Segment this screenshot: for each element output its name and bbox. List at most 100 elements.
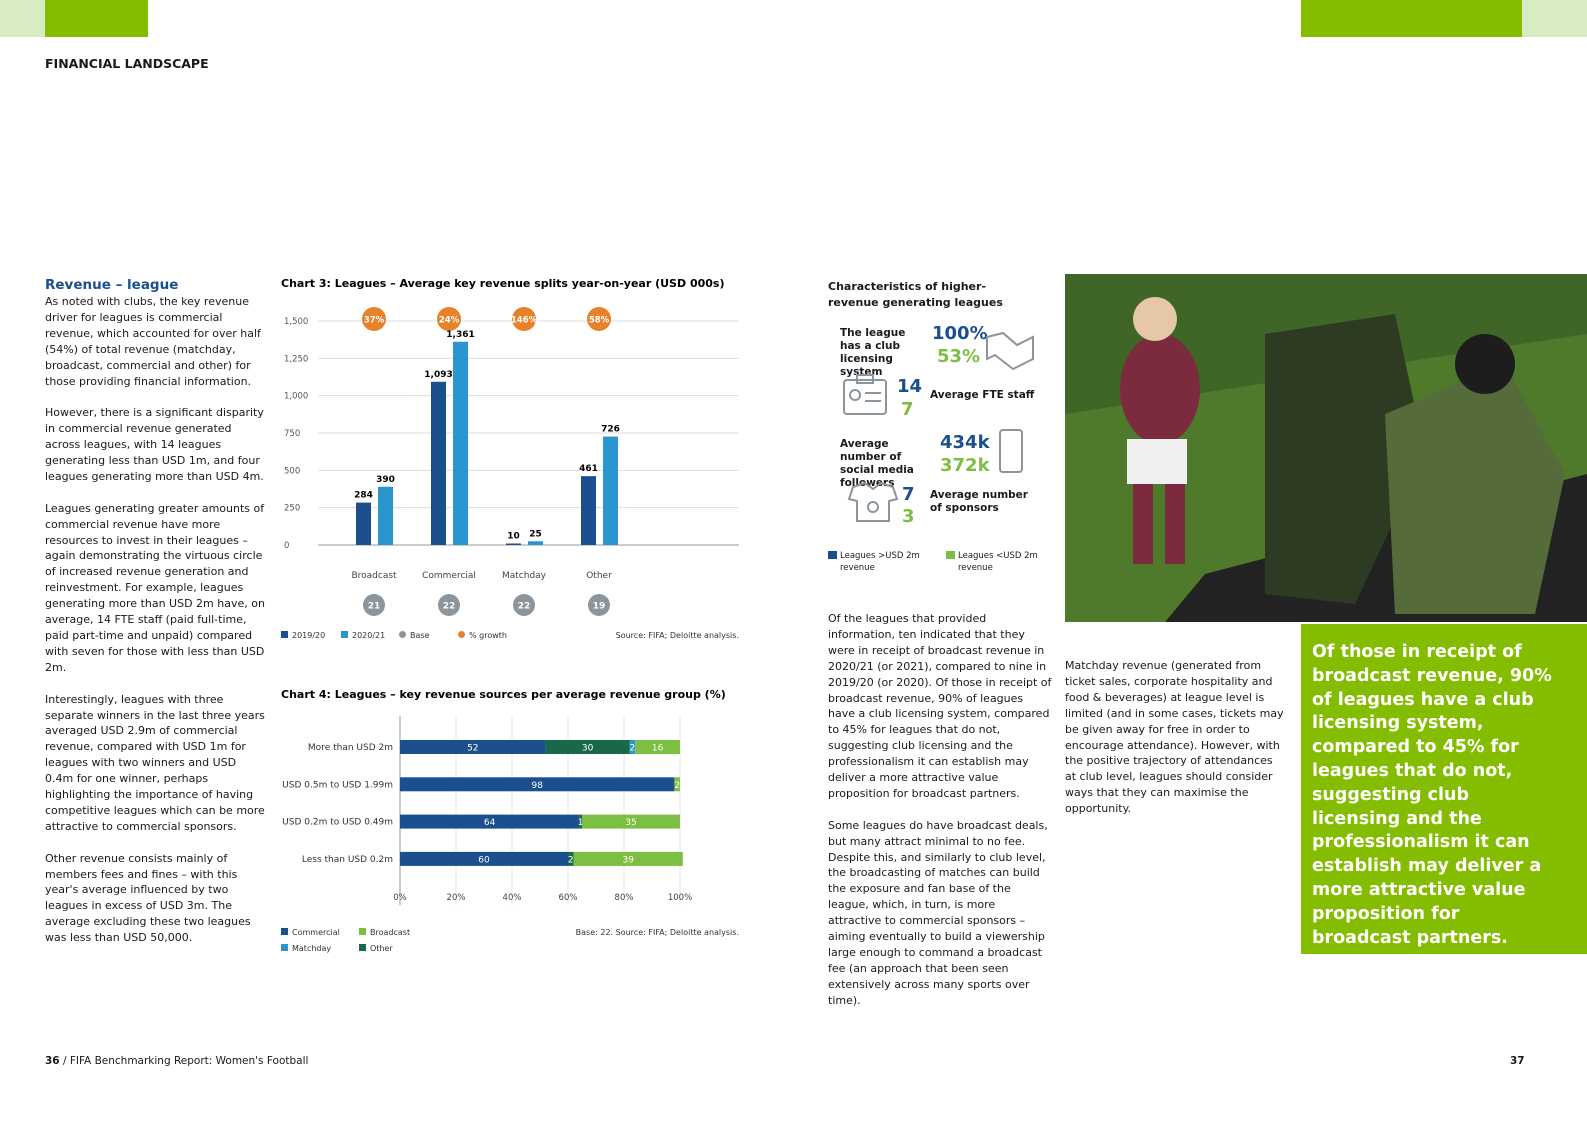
y-tick-label: USD 0.2m to USD 0.49m xyxy=(282,818,393,828)
legend-swatch xyxy=(341,631,348,638)
growth-label: 24% xyxy=(439,316,460,326)
legend-swatch xyxy=(281,631,288,638)
photo-operator xyxy=(1455,334,1515,394)
bar-label: 25 xyxy=(529,529,542,539)
segment-label: 35 xyxy=(625,818,636,828)
paragraph: Leagues generating greater amounts of co… xyxy=(45,501,265,674)
bar-label: 284 xyxy=(354,491,373,501)
segment-label: 2 xyxy=(630,744,636,754)
x-tick-label: Broadcast xyxy=(351,571,397,581)
bar-label: 726 xyxy=(601,425,620,435)
legend-label: 2020/21 xyxy=(352,631,385,640)
legend-swatch xyxy=(281,944,288,951)
legend-swatch xyxy=(399,631,406,638)
legend-label: Matchday xyxy=(292,944,331,953)
info-low: 372k xyxy=(940,455,990,476)
callout: Of those in receipt of broadcast revenue… xyxy=(1312,642,1552,948)
info-high: 14 xyxy=(897,376,923,397)
bar-label: 1,361 xyxy=(446,330,474,340)
growth-marker xyxy=(437,307,461,331)
bar xyxy=(528,541,543,545)
paragraph: Some leagues do have broadcast deals, bu… xyxy=(828,818,1048,1007)
deco-bar xyxy=(1522,0,1587,37)
base-label: 19 xyxy=(593,602,606,612)
paragraph: Interestingly, leagues with three separa… xyxy=(45,692,265,833)
callout-box xyxy=(1301,624,1587,954)
x-tick-label: 40% xyxy=(503,893,522,903)
photo-player xyxy=(1133,297,1177,341)
bar-segment xyxy=(573,851,683,866)
handshake-icon xyxy=(986,331,1034,371)
photo-operator xyxy=(1385,364,1565,614)
legend-label: 2019/20 xyxy=(292,631,325,640)
bar-segment xyxy=(400,740,546,754)
y-tick-label: 250 xyxy=(284,504,300,514)
base-label: 22 xyxy=(443,602,456,612)
y-tick-label: 750 xyxy=(284,429,300,439)
base-marker xyxy=(363,594,385,616)
paragraph: However, there is a significant disparit… xyxy=(45,406,264,483)
bar-segment xyxy=(582,814,680,829)
legend-label: Leagues >USD 2m revenue xyxy=(840,551,920,573)
legend-label: Leagues <USD 2m revenue xyxy=(958,551,1038,573)
info-label: Average number of sponsors xyxy=(930,489,1028,514)
paragraph: Of the leagues that provided information… xyxy=(828,612,1052,800)
bar-label: 390 xyxy=(376,475,395,485)
x-tick-label: 100% xyxy=(668,893,692,903)
x-tick-label: 80% xyxy=(615,893,634,903)
middle-column: Of the leagues that provided information… xyxy=(828,611,1052,1025)
base-marker xyxy=(438,594,460,616)
chart-title: Chart 3: Leagues – Average key revenue s… xyxy=(281,278,724,290)
left-column: Revenue – league As noted with clubs, th… xyxy=(45,277,267,962)
bar-segment xyxy=(400,851,568,866)
y-tick-label: 500 xyxy=(284,466,300,476)
deco-bar xyxy=(0,0,45,37)
growth-marker xyxy=(512,307,536,331)
photo-player xyxy=(1133,484,1153,564)
icons xyxy=(843,331,1034,522)
shirt-icon xyxy=(867,501,879,513)
bar-label: 1,093 xyxy=(424,370,452,380)
segment-label: 2 xyxy=(568,855,574,865)
bar-segment xyxy=(579,814,582,829)
source: Source: FIFA; Deloitte analysis. xyxy=(616,631,739,640)
badge-icon xyxy=(849,389,861,401)
footer-title: / FIFA Benchmarking Report: Women's Foot… xyxy=(62,1055,309,1067)
paragraph: As noted with clubs, the key revenue dri… xyxy=(45,295,261,388)
info-label: Average FTE staff xyxy=(930,389,1035,401)
base-marker xyxy=(588,594,610,616)
chart-3: Chart 3: Leagues – Average key revenue s… xyxy=(281,278,739,640)
legend-swatch xyxy=(359,944,366,951)
page-number: 36 xyxy=(45,1055,60,1067)
bar xyxy=(431,381,446,545)
bar xyxy=(506,543,521,545)
paragraph: Matchday revenue (generated from ticket … xyxy=(1065,659,1284,816)
x-tick-label: Other xyxy=(586,571,612,581)
photo-player xyxy=(1165,484,1185,564)
x-tick-label: 20% xyxy=(447,893,466,903)
y-tick-label: 1,250 xyxy=(284,354,308,364)
photo xyxy=(1065,274,1587,622)
base-label: 22 xyxy=(518,602,531,612)
info-low: 3 xyxy=(902,506,915,527)
bar xyxy=(581,476,596,545)
bar xyxy=(356,502,371,545)
legend-label: Other xyxy=(370,944,393,953)
bar-segment xyxy=(400,814,580,829)
right-column: Matchday revenue (generated from ticket … xyxy=(1065,658,1285,833)
source: Base: 22. Source: FIFA; Deloitte analysi… xyxy=(576,928,739,937)
growth-marker xyxy=(587,307,611,331)
growth-label: 37% xyxy=(364,316,385,326)
info-high: 7 xyxy=(902,484,915,505)
photo-camera xyxy=(1265,314,1425,604)
y-tick-label: 1,500 xyxy=(284,317,308,327)
y-tick-label: USD 0.5m to USD 1.99m xyxy=(282,780,393,790)
info-low: 7 xyxy=(901,399,914,420)
footer: 36 / FIFA Benchmarking Report: Women's F… xyxy=(45,1055,308,1067)
y-tick-label: 1,000 xyxy=(284,392,308,402)
x-tick-label: 0% xyxy=(393,893,407,903)
growth-label: 58% xyxy=(589,316,610,326)
legend-swatch xyxy=(359,928,366,935)
growth-marker xyxy=(362,307,386,331)
